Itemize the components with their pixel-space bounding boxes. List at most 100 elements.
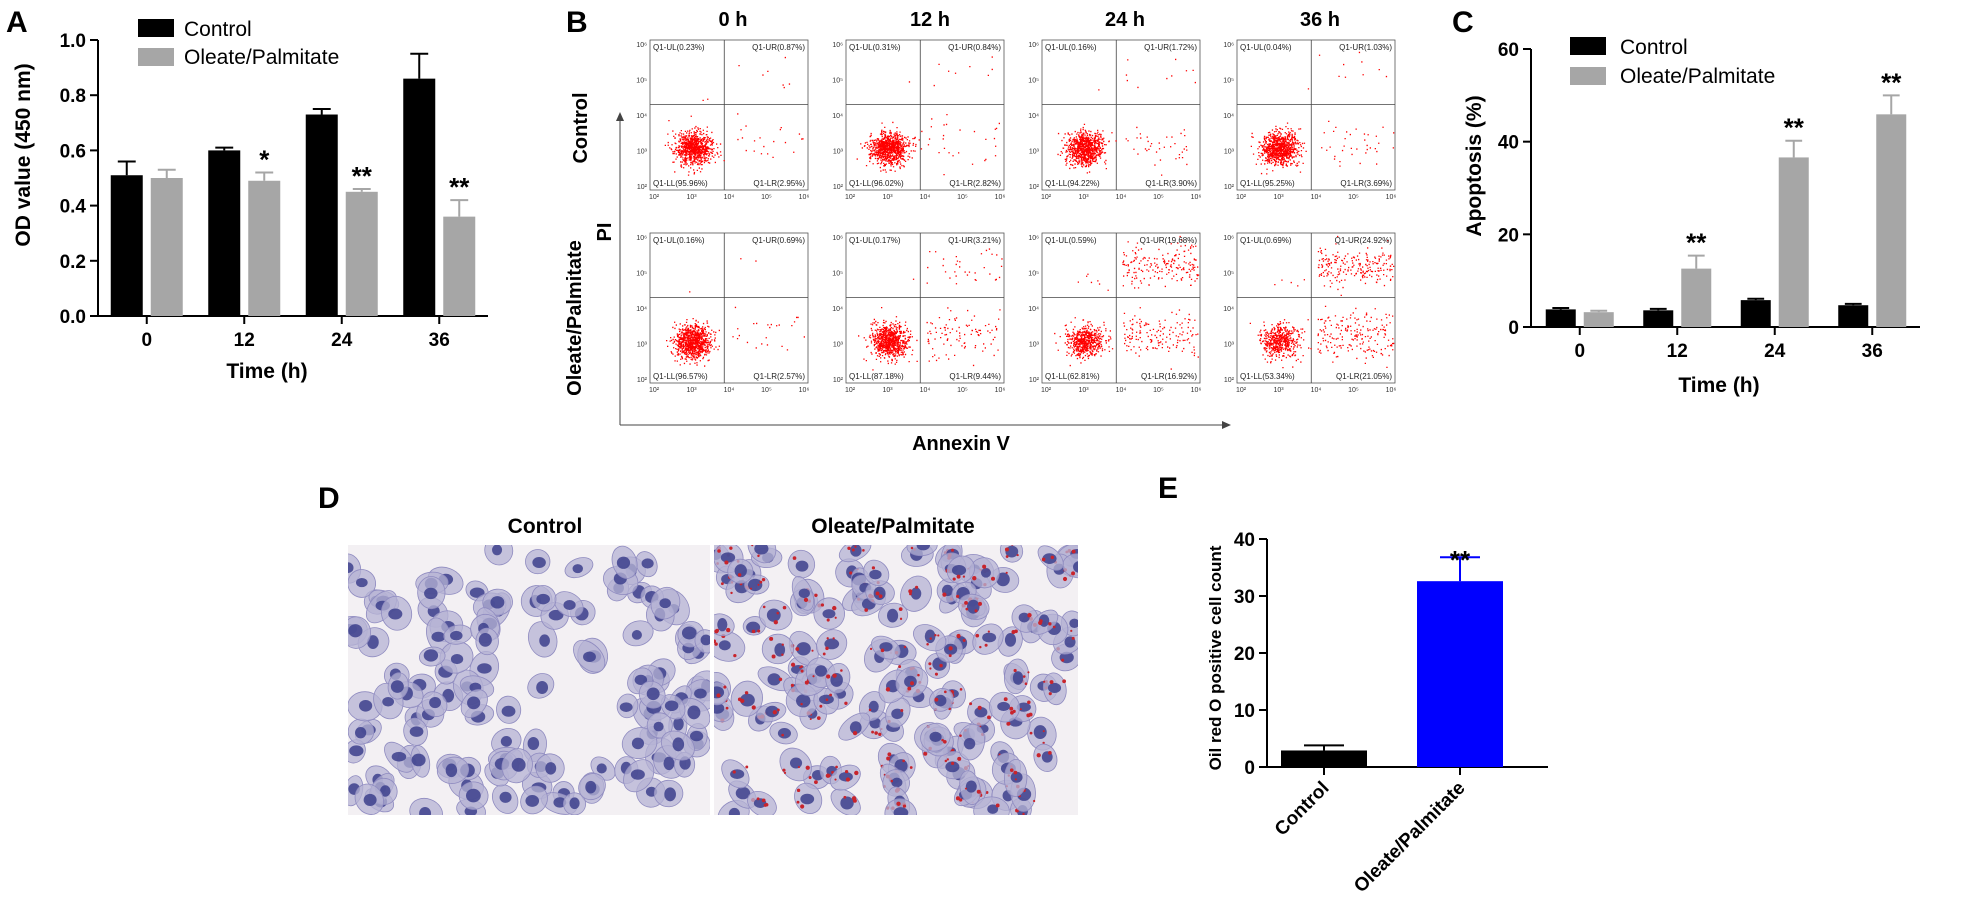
lipid-droplet [934, 697, 939, 702]
lipid-droplet [783, 771, 787, 774]
bar [110, 175, 143, 316]
lipid-droplet [800, 702, 803, 706]
lipid-droplet [732, 815, 735, 818]
lipid-droplet [1041, 557, 1046, 562]
lipid-droplet [1048, 751, 1052, 755]
lipid-droplet [724, 560, 729, 565]
fc-y-tick-label: 10⁴ [1223, 306, 1234, 313]
chart-c-y-label: Apoptosis (%) [1463, 95, 1486, 236]
lipid-droplet [825, 698, 829, 702]
fc-x-tick-label: 10⁶ [1191, 387, 1202, 394]
nucleus [569, 797, 580, 810]
nucleus [1004, 633, 1017, 647]
fc-plot-frame [1041, 39, 1201, 191]
nucleus [527, 737, 540, 751]
y-tick-label: 0.8 [60, 86, 86, 107]
nucleus [664, 787, 676, 802]
chart-e-axes [1259, 538, 1548, 775]
legend-swatch-control [138, 19, 174, 37]
nucleus [539, 634, 550, 647]
microscopy-panel: Control Oleate/Palmitate [348, 515, 1078, 818]
y-tick-label: 0 [1508, 318, 1519, 339]
fc-quadrant-label: Q1-UR(0.69%) [752, 236, 805, 245]
nucleus [1010, 771, 1023, 783]
chart-e-x-ticks: Control Oleate/Palmitate [1271, 778, 1470, 897]
fc-x-tick-label: 10⁴ [1116, 194, 1127, 201]
nucleus [916, 545, 930, 551]
lipid-droplet [756, 797, 760, 801]
nucleus [796, 642, 811, 656]
legend-label-oleate: Oleate/Palmitate [1620, 65, 1775, 88]
fc-plot-frame [1236, 39, 1396, 191]
bar [1876, 114, 1907, 327]
lipid-droplet [899, 617, 903, 620]
nucleus [850, 545, 862, 557]
nucleus [891, 708, 904, 719]
chart-e: 0 10 20 30 40 Control Oleate/Palmitate *… [1206, 530, 1548, 897]
lipid-droplet [1071, 636, 1075, 640]
chart-a-bars [110, 52, 476, 317]
fc-x-tick-label: 10⁶ [1386, 194, 1397, 201]
lipid-droplet [878, 594, 883, 599]
lipid-droplet [759, 580, 763, 584]
nucleus [1073, 561, 1078, 573]
lipid-droplet [898, 607, 903, 611]
lipid-droplet [907, 686, 912, 691]
lipid-droplet [871, 730, 874, 734]
lipid-droplet [1022, 812, 1025, 815]
fc-y-tick-label: 10² [637, 377, 648, 384]
lipid-droplet [804, 680, 809, 685]
fc-quadrant-label: Q1-LL(95.96%) [653, 179, 708, 188]
lipid-droplet [934, 672, 938, 676]
fc-column-label: 24 h [1105, 9, 1145, 31]
y-tick-label: 40 [1498, 133, 1519, 154]
chart-a-x-label: Time (h) [226, 360, 307, 383]
fc-plot: Q1-UL(0.59%) Q1-UR(19.68%) Q1-LL(62.81%) Q1… [1028, 232, 1202, 394]
fc-column-label: 0 h [719, 9, 748, 31]
y-tick-label: 0.2 [60, 252, 86, 273]
fc-row-label: Control [570, 92, 592, 163]
lipid-droplet [880, 648, 885, 653]
bar [443, 216, 476, 316]
nucleus [681, 626, 697, 640]
chart-a: 0.0 0.2 0.4 0.6 0.8 1.0 0 12 24 36 * ** … [12, 18, 488, 383]
fc-column-label: 12 h [910, 9, 950, 31]
lipid-droplet [962, 575, 966, 578]
nucleus [450, 630, 463, 641]
fc-plot: Q1-UL(0.31%) Q1-UR(0.84%) Q1-LL(96.02%) Q1-… [832, 39, 1005, 201]
nucleus [478, 632, 492, 647]
nucleus [585, 780, 597, 794]
lipid-droplet [847, 546, 851, 551]
lipid-droplet [1052, 625, 1056, 629]
nucleus [419, 806, 432, 815]
fc-plot-frame [1236, 232, 1396, 384]
fc-plot-frame [845, 232, 1005, 384]
nucleus [563, 600, 576, 611]
lipid-droplet [776, 611, 780, 615]
fc-x-tick-label: 10³ [1273, 194, 1284, 201]
lipid-droplet [716, 693, 721, 698]
lipid-droplet [1038, 620, 1043, 625]
panel-letter-d: D [318, 482, 340, 515]
lipid-droplet [923, 751, 928, 756]
lipid-droplet [1013, 770, 1018, 775]
nucleus [431, 631, 446, 642]
fc-x-tick-label: 10⁵ [957, 194, 968, 201]
lipid-droplet [761, 577, 766, 582]
lipid-droplet [977, 705, 982, 710]
nucleus [477, 663, 492, 674]
fc-quadrant-label: Q1-UR(0.84%) [948, 43, 1001, 52]
lipid-droplet [730, 591, 733, 595]
nucleus [596, 763, 607, 774]
nucleus [814, 665, 828, 677]
fc-y-tick-label: 10⁶ [832, 42, 843, 49]
lipid-droplet [720, 582, 724, 586]
nucleus [1033, 725, 1047, 739]
lipid-droplet [976, 789, 981, 794]
fc-quadrant-label: Q1-LR(21.05%) [1336, 372, 1392, 381]
panel-letter-e: E [1158, 472, 1178, 505]
y-tick-label: 0 [1244, 758, 1255, 779]
lipid-droplet [715, 628, 720, 633]
fc-quadrant-label: Q1-UL(0.31%) [849, 43, 901, 52]
